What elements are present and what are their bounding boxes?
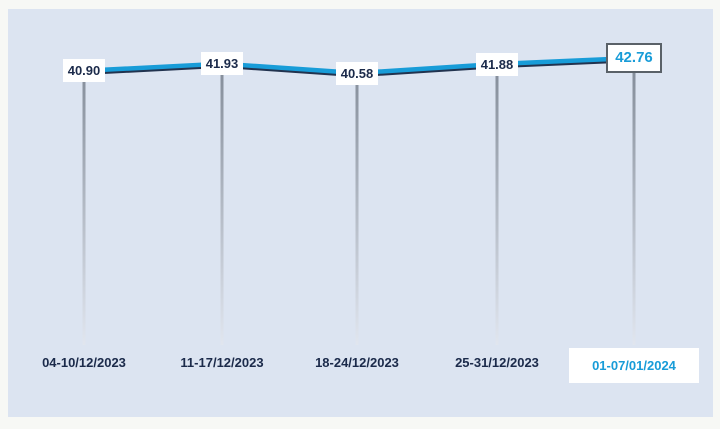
x-axis-label: 18-24/12/2023 bbox=[315, 355, 399, 370]
x-axis-label: 25-31/12/2023 bbox=[455, 355, 539, 370]
value-label: 41.88 bbox=[476, 52, 518, 76]
value-label: 40.58 bbox=[336, 61, 378, 85]
chart-panel: 40.90 04-10/12/2023 41.93 11-17/12/2023 40.5… bbox=[8, 9, 713, 417]
x-axis-label: 11-17/12/2023 bbox=[180, 355, 264, 370]
value-label-highlighted: 42.76 bbox=[606, 42, 662, 73]
x-axis-label: 04-10/12/2023 bbox=[42, 355, 126, 370]
stems-layer bbox=[82, 57, 636, 345]
value-label: 41.93 bbox=[201, 52, 243, 76]
x-axis-label-highlighted: 01-07/01/2024 bbox=[569, 348, 699, 383]
value-label: 40.90 bbox=[63, 59, 105, 83]
